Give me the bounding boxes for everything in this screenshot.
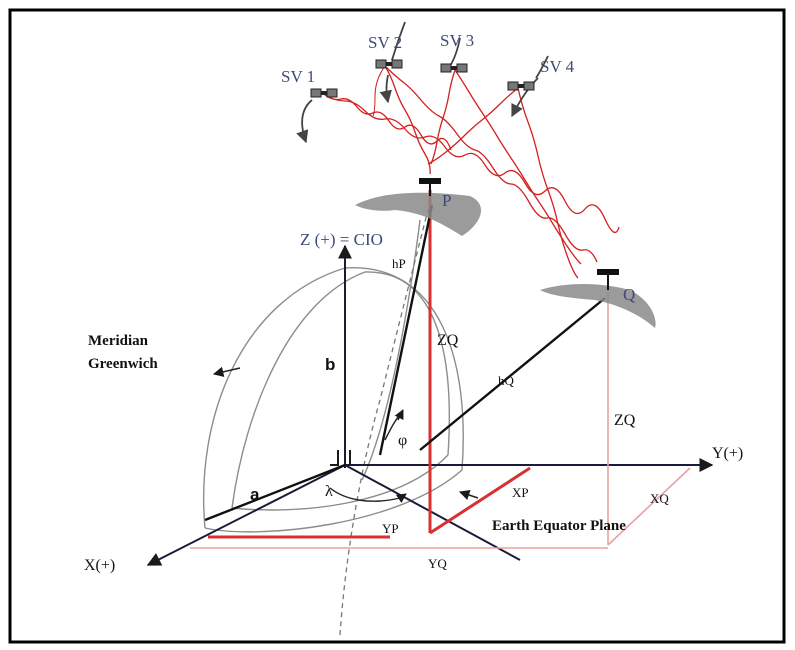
label-yp: YP [382, 521, 399, 536]
antenna-receiver-icon [419, 178, 441, 196]
signal-sv3-q [454, 69, 582, 265]
label-hp: hP [392, 256, 406, 271]
lambda-arc [329, 487, 401, 502]
meridian-pointer-arrow [212, 366, 241, 377]
satellite-icon [310, 88, 338, 98]
orbit-arrow-icon [391, 21, 406, 61]
signal-sv2-q [384, 65, 598, 263]
label-zq-inner: ZQ [437, 332, 459, 349]
label-sv1: SV 1 [281, 67, 315, 86]
label-b: b [325, 355, 335, 374]
equator-pointer-arrow [459, 490, 479, 500]
orbit-arrow-icon [379, 74, 392, 104]
ellipsoid-base-arc [204, 469, 463, 533]
signal-sv4-p [427, 87, 519, 165]
terrain-q [540, 284, 656, 328]
label-hq: hQ [498, 373, 515, 388]
satellite-sv2 [375, 59, 403, 69]
point-p-coordinates [208, 190, 531, 539]
orbit-arrow-icon [535, 55, 549, 79]
a-semi-axis [204, 463, 346, 522]
label-x-axis: X(+) [84, 557, 115, 574]
earth-ellipsoid [202, 219, 464, 533]
height-vectors [204, 204, 606, 522]
ellipsoid-base-inner-arc [231, 454, 449, 511]
hq-vector [419, 297, 606, 451]
label-phi: φ [398, 432, 407, 449]
signal-sv4-q [517, 87, 579, 279]
orbit-arrow-icon [511, 77, 539, 118]
label-a: a [250, 485, 260, 504]
signal-sv1-p [324, 94, 452, 151]
angle-arcs [329, 409, 407, 503]
figure-frame [8, 8, 786, 644]
label-zq-outer: ZQ [614, 412, 636, 429]
label-z-axis: Z (+) = CIO [300, 230, 383, 249]
label-yq: YQ [428, 556, 447, 571]
antenna-receiver-icon [597, 269, 619, 290]
label-greenwich: Greenwich [88, 356, 158, 372]
signal-sv2-p [384, 65, 431, 175]
satellite-icon [440, 63, 468, 73]
label-meridian: Meridian [88, 333, 149, 349]
ellipsoid-normal-line [339, 209, 429, 636]
coordinate-axes [146, 244, 714, 566]
label-equator-plane: Earth Equator Plane [492, 518, 626, 534]
satellite-sv4 [507, 81, 535, 91]
terrain-p [355, 192, 482, 236]
xq-line [607, 467, 691, 546]
label-point-p: P [442, 191, 451, 210]
receiver-q [597, 269, 619, 290]
xp-line [429, 466, 531, 535]
orbit-arrow-icon [296, 99, 313, 144]
label-lambda: λ [325, 483, 333, 500]
satellite-sv1 [310, 88, 338, 98]
point-q-coordinates [190, 290, 691, 549]
satellite-sv3 [440, 63, 468, 73]
label-point-q: Q [623, 285, 635, 304]
label-xp: XP [512, 485, 529, 500]
signal-sv3-p [430, 69, 456, 165]
signal-sv2-extra [372, 65, 386, 117]
hp-vector [378, 204, 434, 456]
meridian-inner-arc [231, 271, 451, 509]
label-sv4: SV 4 [540, 57, 575, 76]
satellite-icon [507, 81, 535, 91]
signal-paths [324, 65, 620, 279]
satellite-icon [375, 59, 403, 69]
label-sv3: SV 3 [440, 31, 474, 50]
meridian-outer-arc [202, 267, 464, 529]
label-y-axis: Y(+) [712, 445, 743, 462]
signal-sv1-q [324, 94, 620, 234]
label-sv2: SV 2 [368, 33, 402, 52]
local-meridian-line [361, 219, 421, 481]
x-axis-line [146, 464, 346, 566]
label-xq: XQ [650, 491, 669, 506]
x-axis-negative-line [344, 464, 521, 561]
receiver-p [419, 178, 441, 196]
origin-marker [330, 450, 351, 466]
